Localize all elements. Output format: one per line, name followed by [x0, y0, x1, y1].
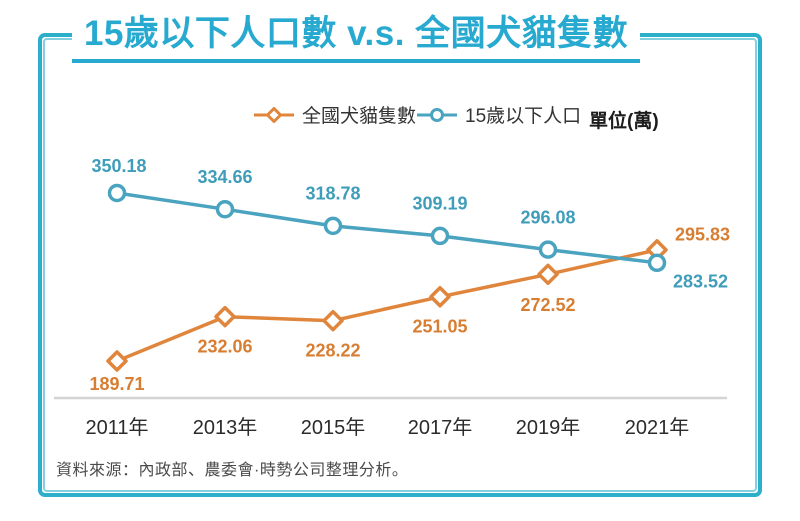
legend-label-population: 15歲以下人口	[465, 106, 582, 127]
legend-item-population: 15歲以下人口	[416, 101, 581, 128]
unit-label: 單位(萬)	[589, 111, 659, 132]
legend-label-dogs-cats: 全國犬貓隻數	[302, 106, 417, 127]
source-note: 資料來源：內政部、農委會·時勢公司整理分析。	[56, 462, 409, 479]
diamond-line-marker-icon	[254, 106, 294, 123]
page-title: 15歲以下人口數 v.s. 全國犬貓隻數	[72, 3, 641, 63]
legend-item-dogs-cats: 全國犬貓隻數	[253, 101, 416, 128]
circle-line-marker-icon	[417, 107, 457, 122]
